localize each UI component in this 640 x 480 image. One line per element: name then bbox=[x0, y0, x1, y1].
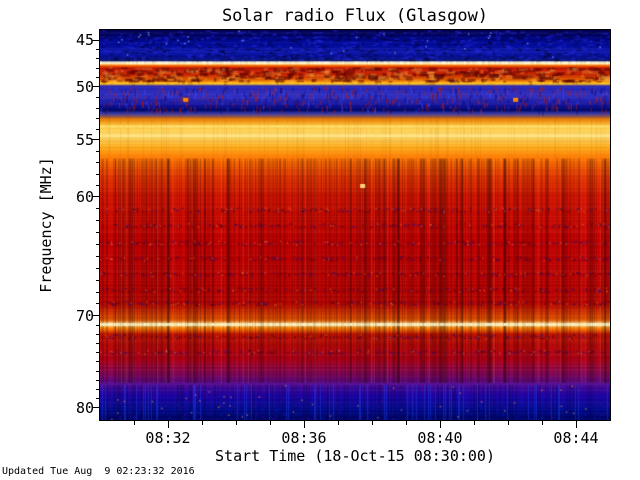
x-tick-label: 08:36 bbox=[281, 429, 327, 447]
plot-area bbox=[99, 29, 611, 421]
y-minor-tick bbox=[96, 370, 100, 372]
spectrogram-canvas bbox=[100, 30, 610, 420]
y-minor-tick bbox=[96, 342, 100, 344]
y-minor-tick bbox=[96, 303, 100, 305]
y-minor-tick bbox=[96, 352, 100, 354]
y-minor-tick bbox=[96, 58, 100, 60]
y-minor-tick bbox=[96, 208, 100, 210]
y-minor-tick bbox=[96, 398, 100, 400]
y-minor-tick bbox=[96, 379, 100, 381]
y-minor-tick bbox=[96, 333, 100, 335]
y-minor-tick bbox=[96, 49, 100, 50]
x-minor-tick bbox=[507, 421, 509, 425]
x-minor-tick bbox=[337, 421, 339, 425]
x-tick-label: 08:40 bbox=[417, 429, 463, 447]
chart-title: Solar radio Flux (Glasgow) bbox=[221, 6, 489, 26]
y-minor-tick bbox=[96, 361, 100, 363]
x-minor-tick bbox=[371, 421, 373, 425]
y-tick bbox=[92, 39, 100, 41]
x-minor-tick bbox=[473, 421, 475, 425]
y-minor-tick bbox=[96, 77, 100, 79]
y-minor-tick bbox=[96, 150, 100, 152]
y-tick-label: 50 bbox=[75, 77, 94, 96]
y-minor-tick bbox=[96, 97, 100, 99]
y-minor-tick bbox=[96, 162, 100, 164]
x-tick bbox=[167, 421, 169, 428]
y-minor-tick bbox=[96, 389, 100, 390]
x-minor-tick bbox=[405, 421, 407, 425]
x-tick bbox=[439, 421, 441, 428]
x-minor-tick bbox=[201, 421, 203, 425]
y-tick bbox=[92, 196, 100, 198]
y-tick-label: 80 bbox=[75, 398, 94, 417]
y-minor-tick bbox=[96, 107, 100, 109]
y-minor-tick bbox=[96, 220, 100, 222]
y-minor-tick bbox=[96, 244, 100, 245]
updated-timestamp: Updated Tue Aug 9 02:23:32 2016 bbox=[2, 466, 195, 477]
y-minor-tick bbox=[96, 232, 100, 234]
x-minor-tick bbox=[269, 421, 271, 425]
y-tick-label: 55 bbox=[75, 130, 94, 149]
x-minor-tick bbox=[541, 421, 543, 425]
y-tick bbox=[92, 315, 100, 317]
y-tick bbox=[92, 139, 100, 141]
y-tick-label: 60 bbox=[75, 187, 94, 206]
x-axis-label: Start Time (18-Oct-15 08:30:00) bbox=[215, 447, 495, 465]
y-minor-tick bbox=[96, 118, 100, 120]
y-minor-tick bbox=[96, 324, 100, 326]
x-tick bbox=[303, 421, 305, 428]
x-minor-tick bbox=[133, 421, 135, 425]
y-minor-tick bbox=[96, 128, 100, 130]
x-tick-label: 08:44 bbox=[553, 429, 599, 447]
y-minor-tick bbox=[96, 185, 100, 187]
y-tick-label: 45 bbox=[75, 31, 94, 50]
y-tick bbox=[92, 407, 100, 409]
y-minor-tick bbox=[96, 173, 100, 175]
y-minor-tick bbox=[96, 291, 100, 293]
y-tick-label: 70 bbox=[75, 306, 94, 325]
x-minor-tick bbox=[235, 421, 237, 425]
y-minor-tick bbox=[96, 267, 100, 269]
y-axis-label: Frequency [MHz] bbox=[37, 157, 55, 293]
y-minor-tick bbox=[96, 279, 100, 281]
x-tick-label: 08:32 bbox=[145, 429, 191, 447]
y-tick bbox=[92, 86, 100, 88]
y-minor-tick bbox=[96, 255, 100, 257]
y-minor-tick bbox=[96, 67, 100, 69]
x-tick bbox=[575, 421, 577, 428]
